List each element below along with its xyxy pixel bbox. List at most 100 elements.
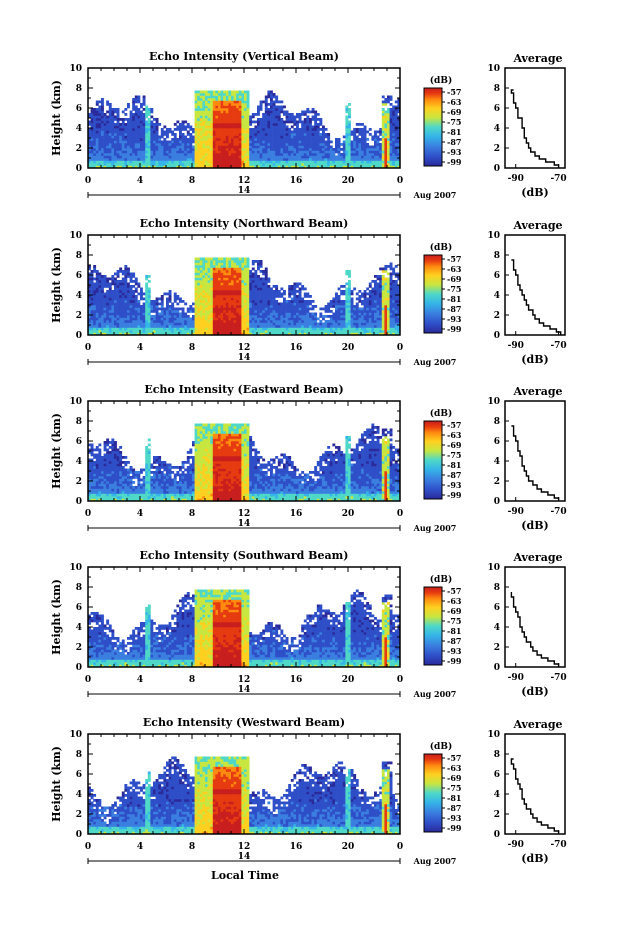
heatmap-cell — [327, 325, 331, 328]
heatmap-cell — [101, 317, 104, 321]
heatmap-cell — [90, 118, 94, 121]
heatmap-cell — [106, 322, 110, 326]
heatmap-cell — [140, 322, 143, 326]
heatmap-cell — [257, 110, 260, 114]
heatmap-cell — [225, 108, 229, 111]
heatmap-cell — [327, 320, 331, 323]
heatmap-cell — [238, 272, 242, 276]
heatmap-cell — [184, 330, 188, 333]
heatmap-cell — [171, 320, 175, 323]
heatmap-cell — [233, 257, 237, 261]
heatmap-cell — [189, 153, 193, 156]
heatmap-cell — [246, 133, 250, 136]
heatmap-cell — [108, 155, 112, 159]
heatmap-cell — [342, 135, 346, 139]
heatmap-cell — [394, 118, 398, 121]
heatmap-cell — [316, 160, 320, 164]
heatmap-cell — [363, 128, 367, 131]
heatmap-cell — [220, 260, 224, 263]
heatmap-cell — [199, 123, 203, 126]
heatmap-cell — [127, 160, 130, 164]
heatmap-cell — [192, 160, 195, 164]
heatmap-cell — [137, 98, 141, 101]
heatmap-cell — [212, 123, 216, 126]
heatmap-cell — [171, 150, 175, 154]
heatmap-cell — [132, 143, 136, 146]
heatmap-cell — [212, 312, 216, 316]
heatmap-cell — [173, 297, 177, 301]
heatmap-cell — [238, 105, 242, 109]
heatmap-cell — [212, 257, 216, 261]
heatmap-cell — [355, 138, 359, 141]
heatmap-cell — [129, 113, 133, 116]
heatmap-cell — [101, 138, 104, 141]
heatmap-cell — [212, 280, 216, 283]
heatmap-cell — [181, 138, 185, 141]
heatmap-cell — [298, 115, 302, 119]
heatmap-cell — [363, 145, 367, 149]
heatmap-cell — [111, 282, 115, 286]
heatmap-cell — [98, 312, 102, 316]
heatmap-cell — [311, 150, 315, 154]
heatmap-cell — [137, 100, 141, 104]
heatmap-cell — [106, 295, 110, 298]
heatmap-cell — [358, 300, 362, 303]
heatmap-cell — [389, 95, 393, 99]
heatmap-cell — [124, 280, 128, 283]
heatmap-cell — [303, 110, 307, 114]
heatmap-cell — [228, 95, 232, 99]
heatmap-cell — [228, 277, 232, 281]
heatmap-cell — [283, 317, 286, 321]
heatmap-cell — [134, 317, 138, 321]
heatmap-cell — [272, 322, 276, 326]
heatmap-cell — [238, 153, 242, 156]
heatmap-cell — [205, 285, 208, 288]
heatmap-cell — [394, 125, 398, 129]
heatmap-cell — [220, 330, 224, 333]
heatmap-cell — [311, 115, 315, 119]
heatmap-cell — [288, 155, 292, 159]
heatmap-cell — [231, 262, 234, 266]
heatmap-cell — [108, 332, 112, 336]
heatmap-cell — [134, 100, 138, 104]
heatmap-cell — [150, 315, 154, 318]
heatmap-cell — [132, 100, 136, 104]
heatmap-cell — [134, 307, 138, 311]
heatmap-cell — [381, 123, 385, 126]
heatmap-cell — [231, 287, 234, 291]
heatmap-cell — [262, 270, 266, 273]
heatmap-cell — [280, 108, 284, 111]
heatmap-cell — [361, 312, 364, 316]
heatmap-cell — [272, 297, 276, 301]
heatmap-cell — [353, 320, 357, 323]
heatmap-cell — [348, 165, 351, 169]
heatmap-cell — [103, 297, 107, 301]
heatmap-cell — [129, 158, 133, 161]
heatmap-cell — [140, 320, 143, 323]
heatmap-cell — [93, 130, 97, 134]
heatmap-cell — [101, 300, 104, 303]
heatmap-cell — [176, 145, 180, 149]
heatmap-cell — [186, 153, 190, 156]
heatmap-cell — [88, 158, 91, 161]
heatmap-cell — [199, 130, 203, 134]
heatmap-cell — [355, 305, 359, 308]
heatmap-cell — [267, 123, 271, 126]
heatmap-cell — [153, 148, 156, 151]
heatmap-cell — [184, 128, 188, 131]
heatmap-cell — [171, 148, 175, 151]
heatmap-cell — [220, 118, 224, 121]
heatmap-cell — [223, 292, 227, 296]
heatmap-cell — [342, 315, 346, 318]
heatmap-cell — [168, 153, 172, 156]
heatmap-cell — [212, 165, 216, 169]
heatmap-cell — [119, 322, 123, 326]
heatmap-cell — [259, 145, 263, 149]
heatmap-cell — [145, 275, 149, 278]
heatmap-cell — [319, 120, 323, 124]
heatmap-cell — [189, 307, 193, 311]
heatmap-cell — [220, 150, 224, 154]
heatmap-cell — [124, 108, 128, 111]
heatmap-cell — [254, 145, 258, 149]
heatmap-cell — [267, 145, 271, 149]
